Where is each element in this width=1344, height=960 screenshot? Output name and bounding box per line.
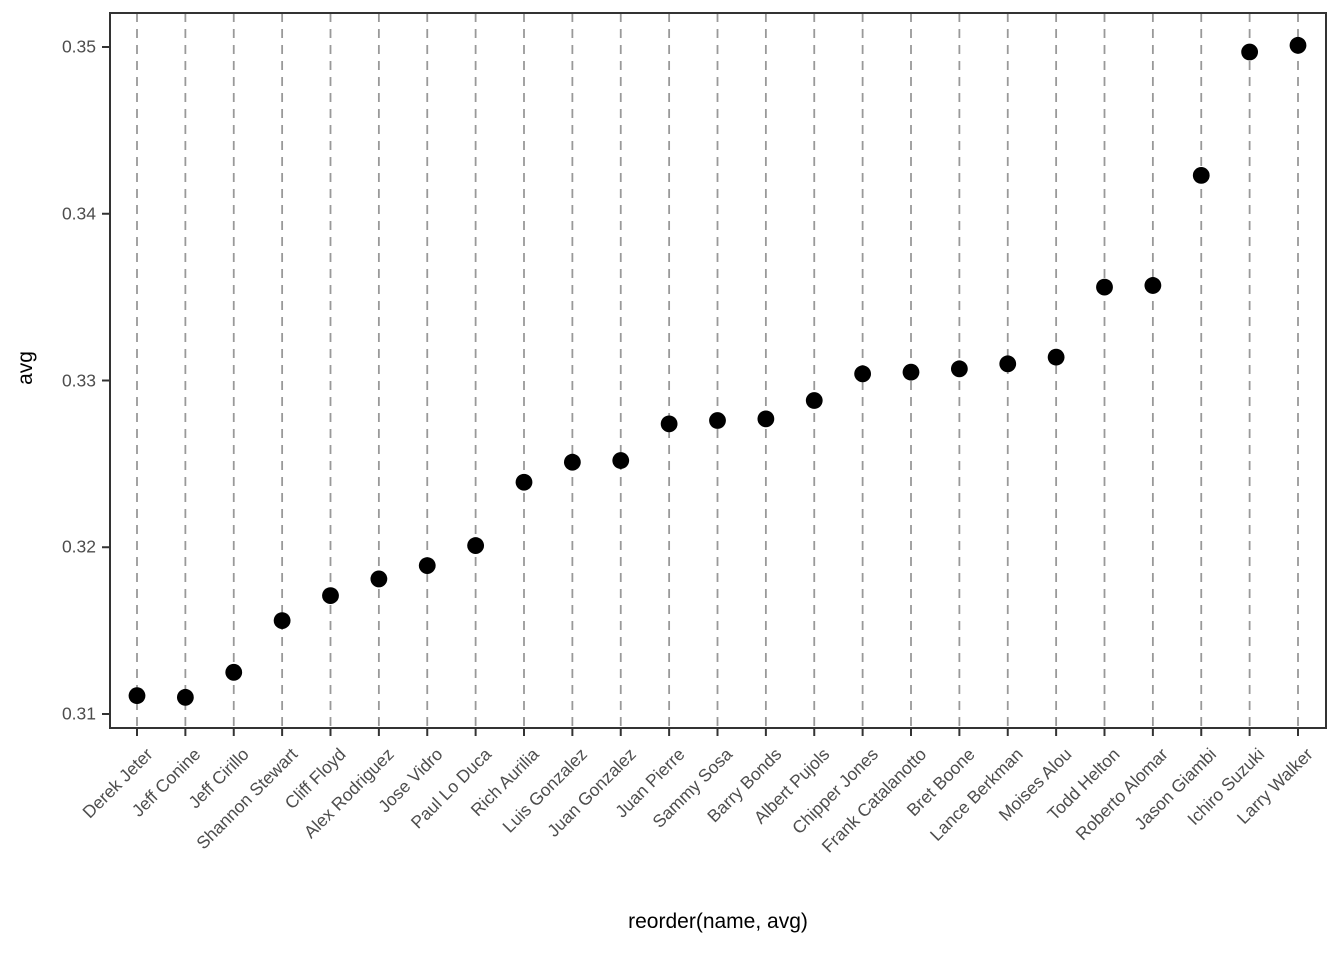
data-point	[225, 663, 243, 681]
y-tick-label: 0.35	[61, 36, 96, 57]
data-point	[854, 365, 872, 383]
data-point	[757, 410, 775, 428]
data-point	[1144, 277, 1162, 294]
y-tick-label: 0.34	[61, 203, 96, 224]
y-tick-label: 0.32	[61, 536, 96, 557]
data-point	[563, 453, 581, 471]
y-tick-label: 0.33	[61, 370, 96, 390]
data-point	[418, 557, 436, 574]
data-point	[1289, 36, 1307, 54]
data-point	[467, 537, 485, 554]
data-point	[709, 412, 726, 429]
x-axis-title: reorder(name, avg)	[628, 910, 808, 933]
data-point	[902, 363, 920, 381]
data-point	[612, 452, 630, 469]
data-point	[805, 392, 823, 409]
data-point	[273, 612, 291, 630]
data-point	[950, 360, 968, 378]
data-point	[1047, 348, 1065, 366]
data-point	[999, 355, 1017, 373]
data-point	[322, 587, 339, 605]
data-point	[1192, 166, 1210, 184]
y-tick-label: 0.31	[61, 703, 96, 724]
data-point	[515, 473, 533, 491]
data-point	[1241, 43, 1259, 61]
data-point	[370, 570, 388, 588]
data-point	[176, 688, 194, 706]
y-axis-title: avg	[14, 351, 37, 385]
data-point	[1096, 278, 1113, 296]
data-point	[660, 415, 678, 433]
data-point	[128, 687, 146, 705]
